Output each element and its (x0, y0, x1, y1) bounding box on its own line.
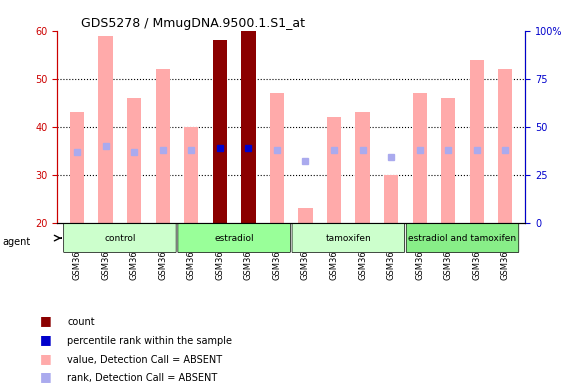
Text: ■: ■ (39, 370, 51, 382)
Bar (355, 112, 370, 223)
Bar (155, 69, 170, 223)
FancyBboxPatch shape (292, 223, 404, 253)
Bar (127, 98, 142, 223)
FancyBboxPatch shape (64, 223, 176, 253)
Bar (212, 40, 227, 223)
Bar (441, 98, 455, 223)
Bar (469, 60, 484, 223)
Bar (184, 127, 199, 223)
Text: ■: ■ (39, 333, 51, 346)
FancyBboxPatch shape (406, 223, 519, 253)
Text: estradiol and tamoxifen: estradiol and tamoxifen (408, 233, 517, 243)
Text: agent: agent (3, 237, 31, 247)
Bar (70, 112, 85, 223)
Bar (241, 31, 256, 223)
Bar (99, 36, 113, 223)
Text: rank, Detection Call = ABSENT: rank, Detection Call = ABSENT (67, 372, 218, 382)
Text: percentile rank within the sample: percentile rank within the sample (67, 336, 232, 346)
Text: GDS5278 / MmugDNA.9500.1.S1_at: GDS5278 / MmugDNA.9500.1.S1_at (81, 17, 304, 30)
Bar (270, 93, 284, 223)
Text: value, Detection Call = ABSENT: value, Detection Call = ABSENT (67, 355, 223, 365)
Text: tamoxifen: tamoxifen (325, 233, 371, 243)
Text: ■: ■ (39, 352, 51, 365)
Bar (384, 175, 398, 223)
Text: estradiol: estradiol (214, 233, 254, 243)
FancyBboxPatch shape (178, 223, 290, 253)
Text: ■: ■ (39, 314, 51, 327)
Bar (498, 69, 513, 223)
Text: count: count (67, 317, 95, 327)
Bar (298, 208, 312, 223)
Bar (412, 93, 427, 223)
Bar (327, 117, 341, 223)
Text: control: control (104, 233, 136, 243)
